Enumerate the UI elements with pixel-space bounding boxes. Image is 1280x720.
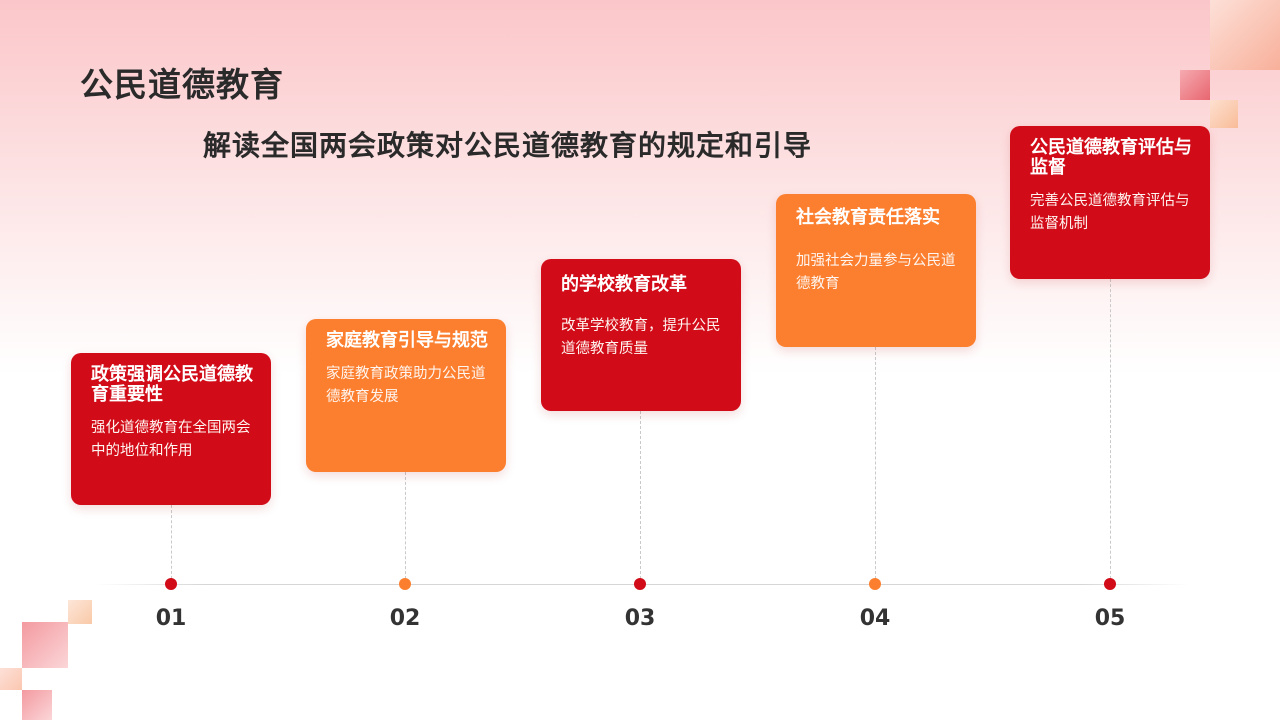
timeline-card-title: 家庭教育引导与规范 bbox=[326, 330, 488, 351]
timeline-card: 公民道德教育评估与监督 完善公民道德教育评估与监督机制 bbox=[1010, 126, 1210, 279]
timeline-card: 家庭教育引导与规范 家庭教育政策助力公民道德教育发展 bbox=[306, 319, 506, 472]
decorative-square bbox=[1180, 70, 1210, 100]
timeline-dot bbox=[165, 578, 177, 590]
timeline-number: 02 bbox=[389, 606, 421, 631]
timeline-card-description: 家庭教育政策助力公民道德教育发展 bbox=[326, 366, 486, 405]
timeline-card-title: 的学校教育改革 bbox=[561, 274, 687, 295]
timeline-number: 04 bbox=[859, 606, 891, 631]
timeline-dot bbox=[634, 578, 646, 590]
timeline-dot bbox=[1104, 578, 1116, 590]
page-subtitle: 解读全国两会政策对公民道德教育的规定和引导 bbox=[203, 129, 813, 162]
timeline-card-description: 强化道德教育在全国两会中的地位和作用 bbox=[91, 420, 251, 459]
page-title: 公民道德教育 bbox=[80, 65, 284, 104]
timeline-card: 社会教育责任落实 加强社会力量参与公民道德教育 bbox=[776, 194, 976, 347]
decorative-square bbox=[1210, 0, 1280, 70]
timeline-connector bbox=[640, 411, 641, 584]
timeline-dot bbox=[869, 578, 881, 590]
decorative-square bbox=[0, 668, 22, 690]
timeline-number: 01 bbox=[155, 606, 187, 631]
timeline-card-description: 完善公民道德教育评估与监督机制 bbox=[1030, 193, 1190, 232]
timeline-card-description: 改革学校教育，提升公民道德教育质量 bbox=[561, 318, 721, 357]
timeline-connector bbox=[405, 472, 406, 584]
decorative-square bbox=[68, 600, 92, 624]
timeline-card-title: 公民道德教育评估与监督 bbox=[1030, 137, 1192, 178]
timeline-dot bbox=[399, 578, 411, 590]
timeline-card-description: 加强社会力量参与公民道德教育 bbox=[796, 253, 956, 292]
timeline-connector bbox=[171, 505, 172, 584]
timeline-connector bbox=[1110, 279, 1111, 584]
timeline-card: 的学校教育改革 改革学校教育，提升公民道德教育质量 bbox=[541, 259, 741, 411]
timeline-card: 政策强调公民道德教育重要性 强化道德教育在全国两会中的地位和作用 bbox=[71, 353, 271, 505]
timeline-number: 05 bbox=[1094, 606, 1126, 631]
timeline-connector bbox=[875, 347, 876, 584]
timeline-card-title: 政策强调公民道德教育重要性 bbox=[91, 364, 253, 405]
timeline-number: 03 bbox=[624, 606, 656, 631]
decorative-square bbox=[22, 690, 52, 720]
decorative-square bbox=[1210, 100, 1238, 128]
decorative-square bbox=[22, 622, 68, 668]
timeline-card-title: 社会教育责任落实 bbox=[796, 207, 940, 228]
